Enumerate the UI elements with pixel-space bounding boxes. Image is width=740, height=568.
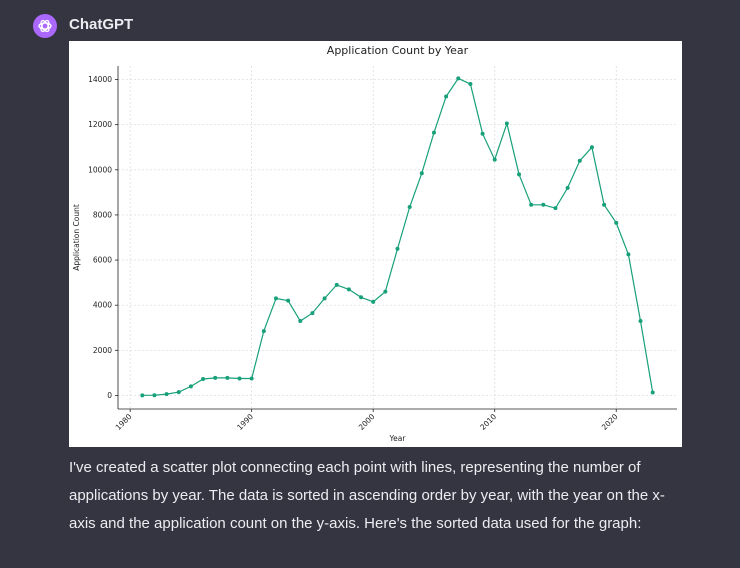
line-chart: 0 2000 4000 6000 8000 10000 12000 14000 1980 1990… xyxy=(69,41,682,447)
data-point xyxy=(432,131,436,135)
data-point xyxy=(383,290,387,294)
y-axis-label: Application Count xyxy=(72,204,81,271)
data-point xyxy=(310,311,314,315)
data-point xyxy=(408,205,412,209)
data-point xyxy=(152,393,156,397)
series-line xyxy=(142,78,652,395)
x-tick-label: 2020 xyxy=(600,412,620,432)
data-point xyxy=(420,171,424,175)
data-point xyxy=(651,391,655,395)
y-tick-label: 8000 xyxy=(93,210,112,219)
data-point xyxy=(225,376,229,380)
data-point xyxy=(359,295,363,299)
data-point xyxy=(323,296,327,300)
y-tick-label: 2000 xyxy=(93,346,112,355)
chart-title: Application Count by Year xyxy=(327,44,469,57)
data-point xyxy=(286,299,290,303)
data-point xyxy=(165,392,169,396)
y-tick-label: 6000 xyxy=(93,256,112,265)
data-point xyxy=(335,283,339,287)
data-point xyxy=(590,145,594,149)
y-tick-label: 0 xyxy=(107,391,112,400)
y-tick-label: 4000 xyxy=(93,301,112,310)
data-point xyxy=(274,296,278,300)
data-point xyxy=(396,247,400,251)
data-point xyxy=(371,300,375,304)
x-tick-label: 2000 xyxy=(357,412,377,432)
data-point xyxy=(505,122,509,126)
data-point xyxy=(614,221,618,225)
data-point xyxy=(529,203,533,207)
x-axis-label: Year xyxy=(389,434,407,443)
data-point xyxy=(626,252,630,256)
data-point xyxy=(566,186,570,190)
y-tick-label: 12000 xyxy=(88,120,112,129)
data-point xyxy=(468,82,472,86)
y-tick-label: 10000 xyxy=(88,165,112,174)
data-point xyxy=(456,76,460,80)
author-name: ChatGPT xyxy=(69,16,133,33)
data-point xyxy=(262,329,266,333)
data-point xyxy=(602,203,606,207)
data-point xyxy=(578,159,582,163)
chart-image: 0 2000 4000 6000 8000 10000 12000 14000 1980 1990… xyxy=(69,41,682,447)
data-point xyxy=(140,393,144,397)
data-point xyxy=(347,287,351,291)
data-point xyxy=(481,132,485,136)
openai-logo-icon xyxy=(37,18,53,34)
data-point xyxy=(238,377,242,381)
data-point xyxy=(517,172,521,176)
data-point xyxy=(541,203,545,207)
x-tick-label: 2010 xyxy=(478,412,498,432)
x-tick-label: 1980 xyxy=(114,412,134,432)
data-point xyxy=(553,206,557,210)
data-point xyxy=(250,377,254,381)
data-point xyxy=(639,319,643,323)
data-point xyxy=(444,94,448,98)
data-point xyxy=(189,384,193,388)
avatar xyxy=(33,14,57,38)
y-tick-label: 14000 xyxy=(88,75,112,84)
message-text: I've created a scatter plot connecting e… xyxy=(69,454,689,538)
data-point xyxy=(298,319,302,323)
data-point xyxy=(493,158,497,162)
x-tick-label: 1990 xyxy=(235,412,255,432)
data-point xyxy=(213,376,217,380)
data-point xyxy=(177,390,181,394)
data-point xyxy=(201,377,205,381)
